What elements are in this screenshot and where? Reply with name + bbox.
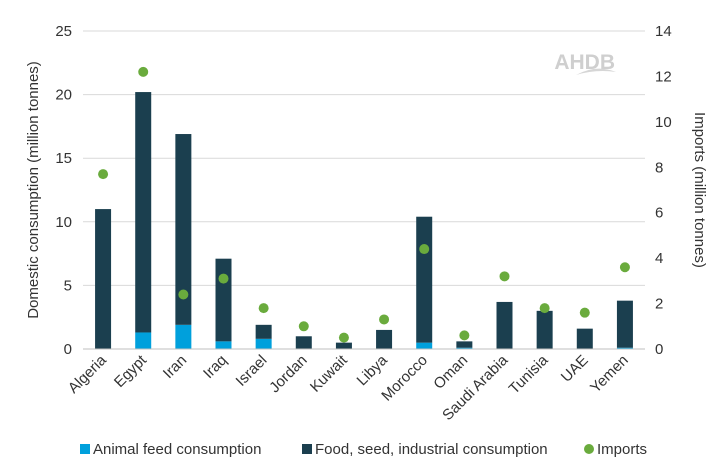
x-tick-label: UAE [558, 352, 592, 386]
bar-animal-feed-consumption-egypt [135, 332, 152, 349]
point-imports-israel [258, 303, 269, 314]
point-imports-jordan [298, 321, 309, 332]
point-imports-iran [178, 289, 189, 300]
imports-points-group [98, 66, 630, 343]
y-tick-label: 0 [64, 341, 72, 358]
point-imports-uae [579, 307, 590, 318]
labels-group: 0 5 10 15 20 25 0 2 4 6 8 10 12 14 Algeria Egypt Iran Ira… [25, 23, 708, 424]
bar-animal-feed-consumption-iran [175, 324, 192, 349]
ahdb-logo: AHDB [554, 51, 616, 75]
x-tick-label: Jordan [266, 352, 310, 396]
point-imports-algeria [98, 169, 109, 180]
ahdb-logo-swoosh [576, 68, 616, 75]
bars-group [95, 92, 633, 349]
legend-label-food-seed-industrial-consumption: Food, seed, industrial consumption [315, 441, 548, 458]
point-imports-egypt [138, 66, 149, 77]
y-tick-label: 10 [55, 214, 72, 231]
y-axis-title: Domestic consumption (million tonnes) [25, 61, 42, 319]
bar-food-seed-industrial-consumption-uae [576, 328, 593, 349]
bar-animal-feed-consumption-iraq [215, 341, 232, 349]
x-tick-label: Yemen [587, 352, 632, 397]
y-tick-label: 15 [55, 150, 72, 167]
y-tick-label: 5 [64, 277, 72, 294]
bar-food-seed-industrial-consumption-oman [456, 341, 473, 348]
legend-marker-food-seed-industrial-consumption [302, 444, 312, 454]
bar-animal-feed-consumption-yemen [616, 347, 633, 349]
legend-label-imports: Imports [597, 441, 647, 458]
x-tick-label: Libya [354, 351, 392, 389]
point-imports-libya [379, 314, 390, 325]
x-tick-label: Kuwait [307, 351, 351, 395]
bar-food-seed-industrial-consumption-libya [376, 329, 393, 349]
bar-animal-feed-consumption-morocco [416, 342, 433, 349]
x-tick-label: Iraq [200, 352, 230, 382]
point-imports-iraq [218, 273, 229, 284]
bar-animal-feed-consumption-israel [255, 338, 272, 349]
x-tick-label: Israel [233, 352, 271, 390]
y2-tick-label: 8 [655, 159, 663, 176]
bar-food-seed-industrial-consumption-israel [255, 324, 272, 339]
point-imports-oman [459, 330, 470, 341]
bar-food-seed-industrial-consumption-yemen [616, 300, 633, 348]
bar-food-seed-industrial-consumption-egypt [135, 92, 152, 333]
x-tick-label: Tunisia [506, 351, 552, 397]
y2-tick-label: 2 [655, 296, 663, 313]
bar-animal-feed-consumption-oman [456, 347, 473, 349]
x-tick-label: Egypt [111, 351, 151, 391]
y2-tick-label: 14 [655, 23, 672, 40]
x-tick-label: Algeria [65, 351, 111, 397]
legend-marker-animal-feed-consumption [80, 444, 90, 454]
y2-tick-label: 4 [655, 250, 663, 267]
x-tick-label: Iran [160, 352, 190, 382]
bar-food-seed-industrial-consumption-morocco [416, 216, 433, 343]
y2-tick-label: 12 [655, 68, 672, 85]
point-imports-morocco [419, 244, 430, 255]
bar-food-seed-industrial-consumption-jordan [295, 336, 312, 349]
bar-food-seed-industrial-consumption-iran [175, 134, 192, 325]
bar-food-seed-industrial-consumption-tunisia [536, 310, 553, 349]
bar-food-seed-industrial-consumption-saudi-arabia [496, 301, 513, 349]
legend-label-animal-feed-consumption: Animal feed consumption [93, 441, 261, 458]
point-imports-saudi-arabia [499, 271, 510, 282]
legend: Animal feed consumption Food, seed, indus… [80, 441, 647, 458]
y2-tick-label: 10 [655, 114, 672, 131]
bar-food-seed-industrial-consumption-iraq [215, 258, 232, 342]
bar-food-seed-industrial-consumption-algeria [95, 209, 112, 349]
y-tick-label: 25 [55, 23, 72, 40]
point-imports-yemen [619, 262, 630, 273]
y2-tick-label: 6 [655, 205, 663, 222]
y2-axis-title: Imports (million tonnes) [691, 112, 708, 268]
y-tick-label: 20 [55, 87, 72, 104]
y2-tick-label: 0 [655, 341, 663, 358]
bar-food-seed-industrial-consumption-kuwait [335, 342, 352, 349]
ahdb-logo-text: AHDB [554, 51, 615, 74]
legend-marker-imports [584, 444, 594, 454]
point-imports-tunisia [539, 303, 550, 314]
point-imports-kuwait [338, 332, 349, 343]
